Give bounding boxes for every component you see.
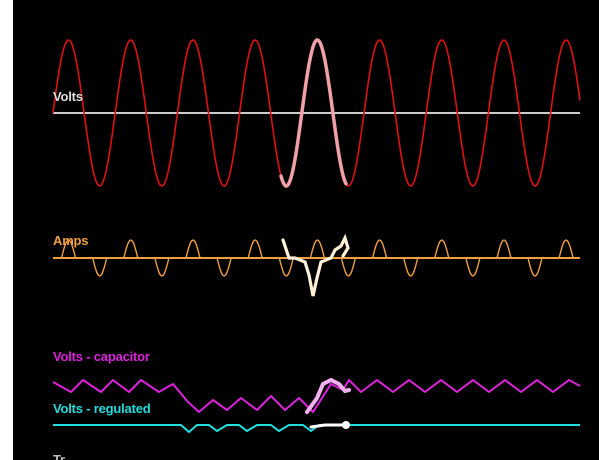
volts-highlight <box>279 38 348 188</box>
amps-trace <box>53 239 580 277</box>
regulated-trace <box>53 424 580 434</box>
amps-highlight <box>281 233 350 297</box>
cut-off-label: Tr... <box>53 452 75 460</box>
capacitor-trace <box>52 379 581 413</box>
oscilloscope-traces <box>52 38 581 434</box>
amps-label: Amps <box>53 233 89 248</box>
capacitor-highlight <box>305 377 351 414</box>
volts-regulated-label: Volts - regulated <box>53 401 151 416</box>
regulated-marker <box>342 421 350 429</box>
volts-capacitor-label: Volts - capacitor <box>53 349 150 364</box>
volts-label: Volts <box>53 89 83 104</box>
oscilloscope-display: Volts Amps Volts - capacitor Volts - reg… <box>13 0 599 460</box>
regulated-highlight <box>309 423 348 429</box>
